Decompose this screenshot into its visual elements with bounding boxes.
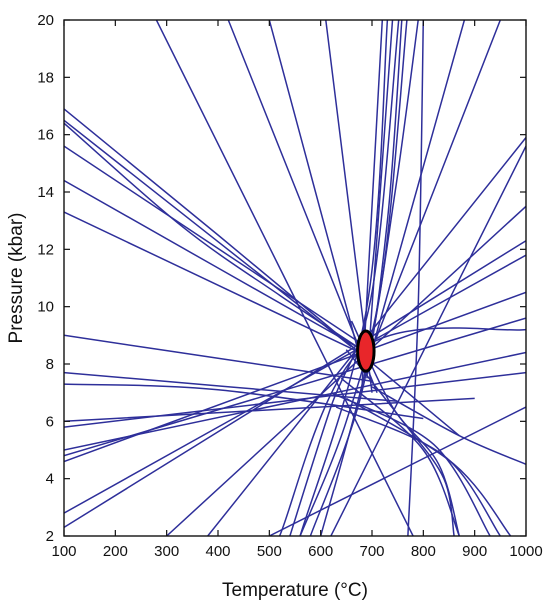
reaction-curve-30	[299, 20, 408, 536]
reaction-curve-11	[64, 371, 526, 428]
y-tick-label: 2	[46, 528, 54, 545]
reaction-curve-31	[309, 20, 403, 536]
x-tick-label: 500	[257, 543, 282, 560]
x-tick-label: 600	[308, 543, 333, 560]
plot-area	[63, 19, 527, 537]
x-tick-label: 200	[103, 543, 128, 560]
reaction-curve-4	[64, 179, 368, 354]
x-tick-label: 900	[462, 543, 487, 560]
y-tick-label: 6	[46, 413, 54, 430]
axes: 100 200 300 400 500 600 700 800 900 1000 2 4 6 8 10 12 1…	[37, 12, 542, 560]
x-tick-label: 300	[154, 543, 179, 560]
reaction-curve-32	[319, 20, 419, 536]
reaction-curve-39	[335, 406, 501, 536]
reaction-curve-34	[407, 20, 425, 536]
x-tick-label: 800	[411, 543, 436, 560]
y-tick-label: 20	[37, 12, 54, 29]
reaction-curve-16	[64, 240, 526, 529]
x-tick-label: 1000	[509, 543, 542, 560]
y-tick-label: 12	[37, 241, 54, 258]
reaction-curve-12	[64, 351, 526, 451]
reaction-curve-6	[64, 108, 460, 437]
reaction-curve-2	[64, 122, 363, 351]
x-tick-label: 700	[359, 543, 384, 560]
y-tick-label: 18	[37, 69, 54, 86]
reaction-curve-21	[155, 20, 414, 536]
reaction-curve-19	[330, 145, 526, 536]
y-tick-label: 14	[37, 184, 54, 201]
y-tick-label: 8	[46, 356, 54, 373]
reaction-curve-14	[64, 291, 526, 463]
reaction-curve-41	[371, 386, 526, 465]
reaction-curve-40	[345, 397, 512, 536]
reaction-curve-27	[371, 20, 466, 350]
y-tick-label: 10	[37, 299, 54, 316]
x-axis-title: Temperature (°C)	[222, 580, 368, 601]
reaction-curve-10	[64, 397, 475, 423]
reaction-curve-7	[64, 334, 373, 382]
reaction-curve-28	[368, 20, 501, 356]
plot-frame	[63, 19, 527, 537]
reaction-curve-1	[64, 119, 352, 348]
reaction-curve-20	[268, 406, 526, 536]
y-axis-title: Pressure (kbar)	[6, 213, 27, 344]
x-tick-label: 100	[51, 543, 76, 560]
reaction-curve-37	[340, 377, 460, 536]
reaction-curve-33	[299, 20, 389, 536]
x-tick-label: 400	[205, 543, 230, 560]
curve-group	[64, 20, 526, 536]
data-marker	[356, 329, 376, 373]
reaction-curve-5	[64, 211, 373, 359]
reaction-curve-36	[345, 349, 455, 536]
reaction-curve-3	[64, 145, 363, 345]
reaction-curve-23	[268, 20, 363, 365]
reaction-curve-13	[64, 317, 526, 457]
y-tick-label: 16	[37, 127, 54, 144]
y-tick-label: 4	[46, 471, 54, 488]
